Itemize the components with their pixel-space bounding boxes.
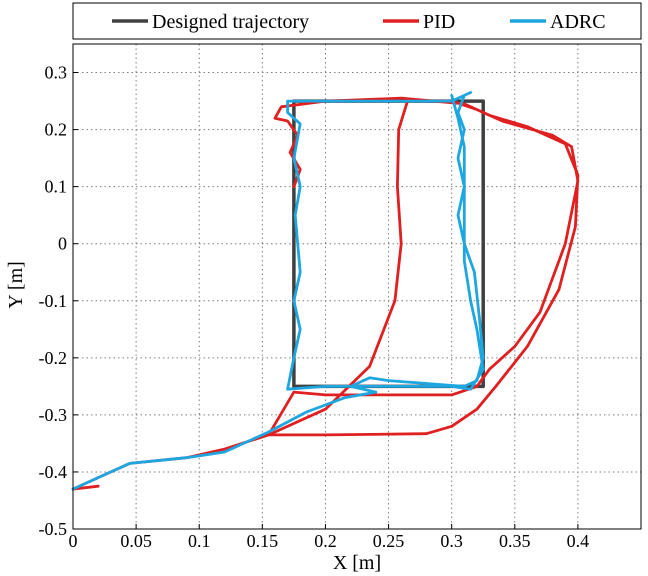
y-tick-label: 0.1 [45,177,68,197]
plot-series [71,91,580,491]
legend-label-adrc: ADRC [550,11,606,33]
y-tick-label: -0.1 [39,291,68,311]
x-tick-label: 0.35 [499,531,531,551]
x-tick-label: 0 [69,531,78,551]
y-tick-label: 0.2 [45,120,68,140]
x-tick-label: 0.1 [188,531,211,551]
y-tick-label: 0.3 [45,63,68,83]
x-axis-label: X [m] [333,552,381,574]
y-tick-label: -0.4 [39,462,68,482]
x-tick-label: 0.15 [247,531,279,551]
y-axis-label: Y [m] [5,261,27,309]
x-tick-label: 0.3 [440,531,463,551]
y-tick-label: -0.2 [39,348,68,368]
legend: Designed trajectory PID ADRC [72,2,642,40]
tick-labels: 0 0.05 0.1 0.15 0.2 0.25 0.3 0.35 0.40.30.20.10-… [39,63,590,551]
x-tick-label: 0.2 [314,531,337,551]
legend-box [72,2,642,40]
series-adrc [71,91,485,491]
plot-frame [72,43,642,530]
y-tick-label: -0.3 [39,405,68,425]
legend-label-pid: PID [423,11,455,33]
x-tick-label: 0.25 [373,531,405,551]
grid [73,44,641,529]
x-tick-label: 0.05 [120,531,152,551]
legend-label-designed-trajectory: Designed trajectory [152,11,309,33]
x-tick-label: 0.4 [567,531,590,551]
y-tick-label: 0 [58,234,67,254]
y-tick-label: -0.5 [39,519,68,539]
